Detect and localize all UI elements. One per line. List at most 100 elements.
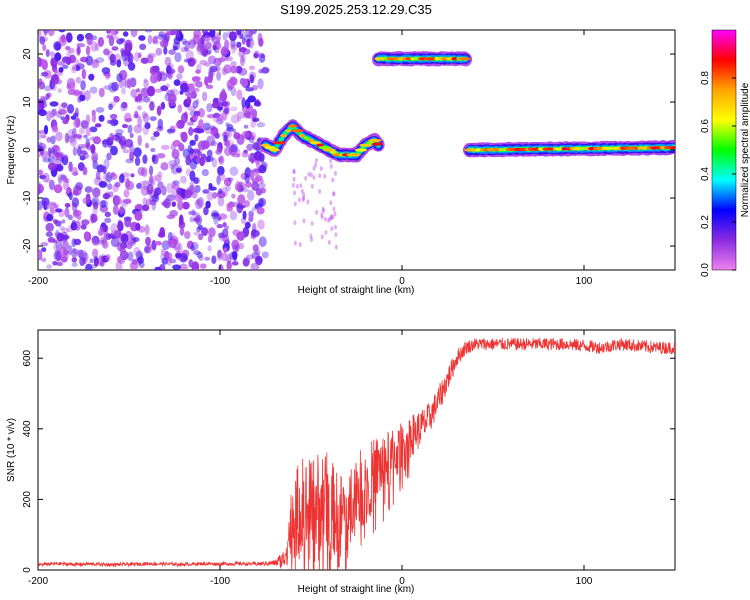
noise-blob <box>94 123 102 128</box>
noise-blob <box>42 96 48 103</box>
noise-blob <box>224 39 230 51</box>
noise-blob <box>212 191 218 199</box>
colorbar: 0.0 0.2 0.4 0.6 0.8 Normalized spectral ampl… <box>700 29 750 277</box>
noise-blob <box>113 195 122 206</box>
noise-blob <box>187 210 197 216</box>
noise-blob <box>103 85 112 91</box>
noise-blob <box>181 255 189 261</box>
noise-blob <box>204 76 209 86</box>
track-1-core <box>372 142 383 146</box>
noise-blob <box>230 143 239 153</box>
noise-blob <box>41 257 47 263</box>
noise-blob <box>154 266 162 270</box>
noise-blob <box>251 181 259 191</box>
noise-blob <box>49 101 59 107</box>
noise-blob <box>192 127 202 133</box>
noise-blob <box>324 230 328 236</box>
noise-blob <box>91 263 97 269</box>
noise-blob <box>95 107 105 113</box>
noise-blob <box>224 146 233 157</box>
noise-blob <box>171 188 180 198</box>
noise-blob <box>56 261 63 267</box>
noise-blob <box>226 126 235 132</box>
noise-blob <box>253 52 259 59</box>
noise-blob <box>129 150 135 161</box>
noise-blob <box>166 194 176 202</box>
noise-blob <box>76 146 82 157</box>
noise-blob <box>56 164 64 172</box>
noise-blob <box>45 222 54 233</box>
noise-blob <box>55 131 63 142</box>
noise-blob <box>175 32 184 42</box>
track-3-core <box>561 147 568 151</box>
noise-blob <box>208 183 213 189</box>
noise-blob <box>177 104 183 114</box>
noise-blob <box>62 118 69 125</box>
noise-blob <box>41 59 48 71</box>
noise-blob <box>150 73 158 84</box>
noise-blob <box>196 43 205 52</box>
noise-blob <box>329 215 333 221</box>
noise-blob <box>83 90 91 101</box>
noise-blob <box>42 172 50 183</box>
noise-blob <box>299 183 303 189</box>
noise-blob <box>201 168 209 177</box>
noise-blob <box>59 157 65 162</box>
noise-blob <box>135 223 141 231</box>
noise-blob <box>144 142 150 149</box>
noise-blob <box>132 113 140 119</box>
noise-blob <box>103 224 109 233</box>
noise-blob <box>194 184 201 193</box>
noise-blob <box>114 181 121 188</box>
noise-blob <box>109 113 118 120</box>
noise-blob <box>206 191 214 201</box>
noise-blob <box>139 43 147 51</box>
noise-blob <box>89 126 98 133</box>
noise-blob <box>38 56 42 67</box>
snr-x-axis-label: Height of straight line (km) <box>298 584 415 595</box>
noise-blob <box>98 226 104 237</box>
noise-blob <box>104 211 112 218</box>
noise-blob <box>102 165 107 175</box>
noise-blob <box>239 56 245 67</box>
noise-blob <box>204 34 211 43</box>
noise-blob <box>191 190 198 199</box>
noise-blob <box>165 83 171 88</box>
noise-blob <box>175 31 180 39</box>
snr-series-line <box>38 337 675 570</box>
noise-blob <box>50 147 55 154</box>
noise-blob <box>147 54 154 64</box>
noise-blob <box>236 116 242 122</box>
noise-blob <box>142 154 148 164</box>
noise-blob <box>109 60 117 66</box>
noise-blob <box>134 211 143 221</box>
noise-blob <box>224 107 230 115</box>
noise-blob <box>124 117 133 122</box>
noise-blob <box>142 96 151 103</box>
noise-blob <box>214 132 220 139</box>
track-1-core <box>288 124 298 128</box>
noise-blob <box>171 184 180 190</box>
noise-blob <box>189 158 198 170</box>
noise-blob <box>160 248 167 256</box>
noise-blob <box>117 220 124 232</box>
noise-blob <box>236 41 242 48</box>
noise-blob <box>223 105 230 115</box>
noise-blob <box>60 256 68 263</box>
noise-blob <box>173 246 182 252</box>
noise-blob <box>332 191 336 197</box>
noise-blob <box>226 260 232 270</box>
noise-blob <box>47 162 57 171</box>
noise-blob <box>227 177 234 182</box>
noise-blob <box>137 116 142 128</box>
noise-blob <box>53 243 60 252</box>
noise-blob <box>166 182 173 194</box>
noise-blob <box>251 84 259 91</box>
noise-blob <box>41 197 50 206</box>
noise-blob <box>130 30 138 38</box>
colorbar-tick-label: 0.0 <box>700 263 711 277</box>
noise-blob <box>250 135 255 141</box>
noise-blob <box>236 111 246 119</box>
noise-blob <box>48 150 58 155</box>
